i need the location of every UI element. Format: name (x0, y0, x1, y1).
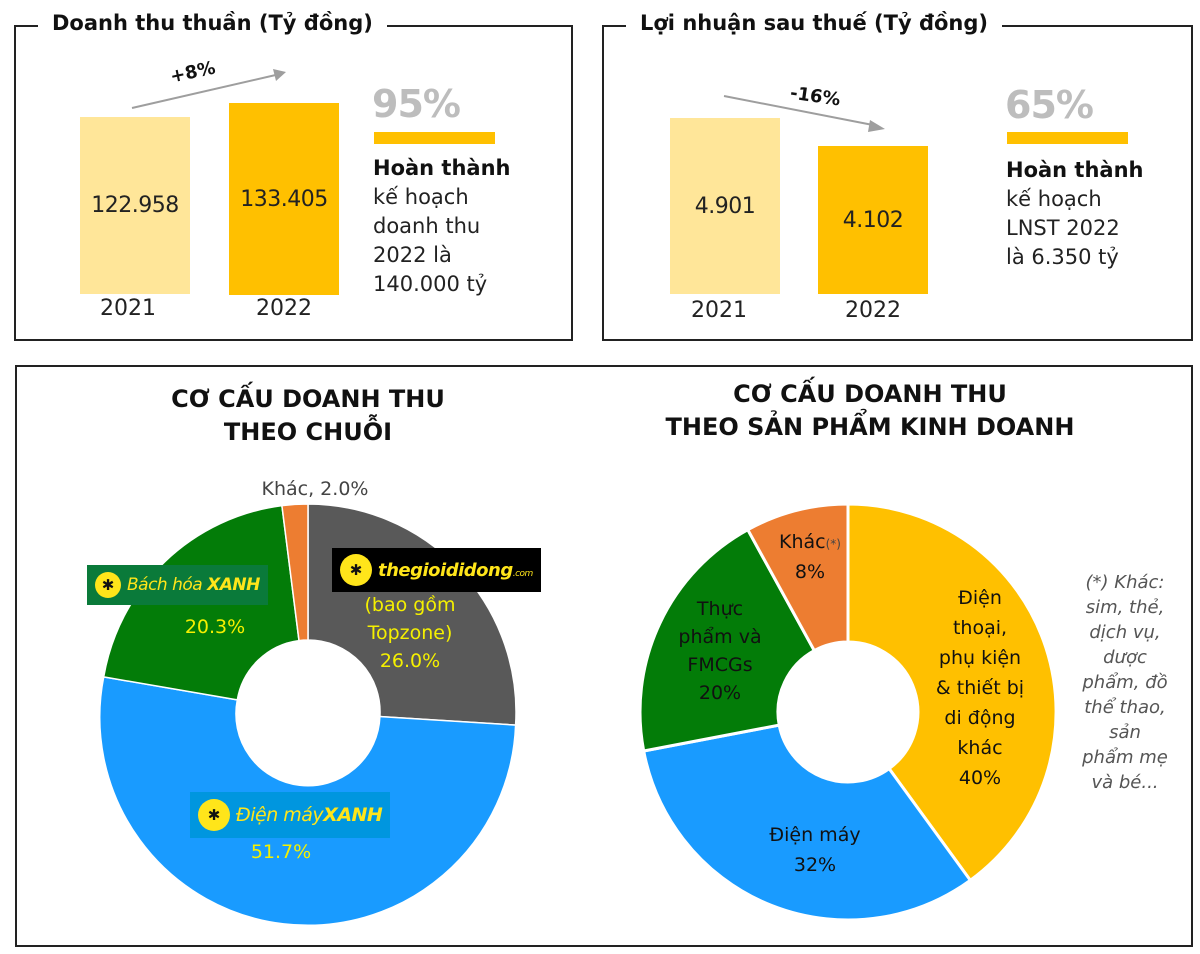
appliance-pct: 32% (793, 854, 837, 876)
revenue-note: Hoàn thành kế hoạch doanh thu 2022 là 14… (373, 154, 511, 299)
food-label: Thực phẩm và FMCGs 20% (660, 595, 780, 707)
slice-product-other (745, 502, 850, 653)
revenue-panel-title: Doanh thu thuần (Tỷ đồng) (38, 9, 387, 37)
food-pct: 20% (698, 682, 742, 704)
growth-down-arrow-icon (723, 95, 885, 132)
profit-note: Hoàn thành kế hoạch LNST 2022 là 6.350 t… (1006, 156, 1144, 272)
growth-up-arrow-icon (131, 69, 286, 109)
profit-note-line: kế hoạch (1006, 187, 1102, 211)
footnote-line: (*) Khác: (1085, 572, 1165, 593)
revenue-note-line: kế hoạch (373, 185, 469, 209)
other-label: Khác(*) 8% (755, 528, 865, 586)
dmx-logo-icon: ✱ (198, 799, 230, 831)
product-chart-title: CƠ CẤU DOANH THU THEO SẢN PHẨM KINH DOAN… (620, 378, 1120, 444)
revenue-note-bold: Hoàn thành (373, 156, 511, 180)
profit-completion-bar (1007, 132, 1128, 144)
footnote-line: và bé... (1091, 772, 1159, 793)
dmx-logo-text-b: XANH (323, 804, 383, 826)
dmx-logo-text: Điện máyXANH (236, 804, 383, 826)
phone-label-line: Điện (958, 587, 1002, 609)
tgdd-label: (bao gồm Topzone) 26.0% (340, 591, 480, 675)
revenue-year-2021: 2021 (100, 296, 156, 321)
food-label-line: FMCGs (687, 654, 753, 676)
other-pct: 8% (794, 561, 826, 583)
chain-khac-label: Khác, 2.0% (261, 478, 369, 500)
revenue-year-2022: 2022 (256, 296, 312, 321)
profit-note-bold: Hoàn thành (1006, 158, 1144, 182)
chain-chart-title-line: THEO CHUỖI (223, 418, 393, 446)
profit-bar-2021: 4.901 (670, 118, 780, 294)
revenue-completion-bar (374, 132, 495, 144)
appliance-label: Điện máy 32% (750, 820, 880, 880)
food-label-line: Thực (696, 598, 744, 620)
profit-year-2021: 2021 (691, 298, 747, 323)
bhx-logo: ✱ Bách hóa XANH (87, 565, 268, 605)
tgdd-logo: ✱ thegioididong.com (332, 548, 541, 592)
tgdd-sub-line: (bao gồm (364, 594, 456, 616)
tgdd-logo-text-main: thegioididong (378, 559, 513, 581)
bhx-logo-text-b: XANH (207, 575, 260, 595)
phone-pct: 40% (958, 767, 1002, 789)
phone-label: Điện thoại, phụ kiện & thiết bị di động … (920, 583, 1040, 793)
chain-chart-title-line: CƠ CẤU DOANH THU (171, 385, 445, 413)
footnote-line: dịch vụ, (1089, 622, 1161, 643)
revenue-value-2021: 122.958 (91, 193, 179, 218)
revenue-structure-panel (15, 365, 1193, 947)
profit-panel-title: Lợi nhuận sau thuế (Tỷ đồng) (626, 9, 1002, 37)
slice-phone (846, 502, 1058, 883)
profit-year-2022: 2022 (845, 298, 901, 323)
profit-value-2021: 4.901 (694, 193, 756, 219)
tgdd-logo-suffix: .com (512, 568, 534, 579)
product-chart-title-line: CƠ CẤU DOANH THU (733, 380, 1007, 408)
bhx-logo-text: Bách hóa XANH (127, 575, 260, 595)
appliance-label-text: Điện máy (769, 824, 861, 846)
dmx-logo-text-a: Điện máy (236, 804, 324, 826)
slice-food (638, 527, 817, 753)
tgdd-pct: 26.0% (379, 650, 441, 672)
revenue-note-line: doanh thu (373, 214, 481, 238)
slice-chain-khac (281, 503, 309, 642)
revenue-bar-2021: 122.958 (80, 117, 190, 294)
tgdd-logo-text: thegioididong.com (378, 560, 533, 581)
dmx-pct: 51.7% (250, 841, 312, 863)
revenue-note-line: 140.000 tỷ (373, 272, 488, 296)
slice-appliance (641, 723, 973, 922)
product-chart-title-line: THEO SẢN PHẨM KINH DOANH (665, 413, 1075, 441)
phone-label-line: phụ kiện (938, 647, 1022, 669)
revenue-completion-pct: 95% (372, 82, 461, 126)
profit-value-2022: 4.102 (842, 207, 904, 233)
profit-bar-2022: 4.102 (818, 146, 928, 294)
footnote-line: dược (1103, 647, 1147, 668)
chain-chart-title: CƠ CẤU DOANH THU THEO CHUỖI (108, 383, 508, 449)
bhx-pct: 20.3% (184, 616, 246, 638)
revenue-bar-2022: 133.405 (229, 103, 339, 295)
tgdd-sub-line: Topzone) (367, 622, 453, 644)
phone-label-line: & thiết bị (935, 677, 1025, 699)
footnote-line: phẩm, đồ (1082, 672, 1168, 693)
phone-label-line: thoại, (952, 617, 1008, 639)
food-label-line: phẩm và (678, 626, 762, 648)
profit-note-line: là 6.350 tỷ (1006, 245, 1119, 269)
footnote-line: thể thao, (1084, 697, 1166, 718)
bhx-logo-icon: ✱ (95, 572, 121, 598)
profit-note-line: LNST 2022 (1006, 216, 1120, 240)
footnote-line: phẩm mẹ (1082, 747, 1168, 768)
footnote-line: sản (1109, 722, 1141, 743)
profit-completion-pct: 65% (1005, 83, 1094, 127)
bhx-logo-text-a: Bách hóa (127, 575, 208, 595)
other-label-mark: (*) (825, 537, 841, 551)
other-label-text: Khác (779, 531, 826, 553)
dmx-logo: ✱ Điện máyXANH (190, 792, 391, 838)
revenue-note-line: 2022 là (373, 243, 452, 267)
tgdd-logo-icon: ✱ (340, 554, 372, 586)
revenue-value-2022: 133.405 (240, 186, 328, 212)
footnote-line: sim, thẻ, (1085, 597, 1165, 618)
phone-label-line: khác (957, 737, 1003, 759)
product-footnote: (*) Khác: sim, thẻ, dịch vụ, dược phẩm, … (1070, 570, 1180, 795)
phone-label-line: di động (944, 707, 1016, 729)
